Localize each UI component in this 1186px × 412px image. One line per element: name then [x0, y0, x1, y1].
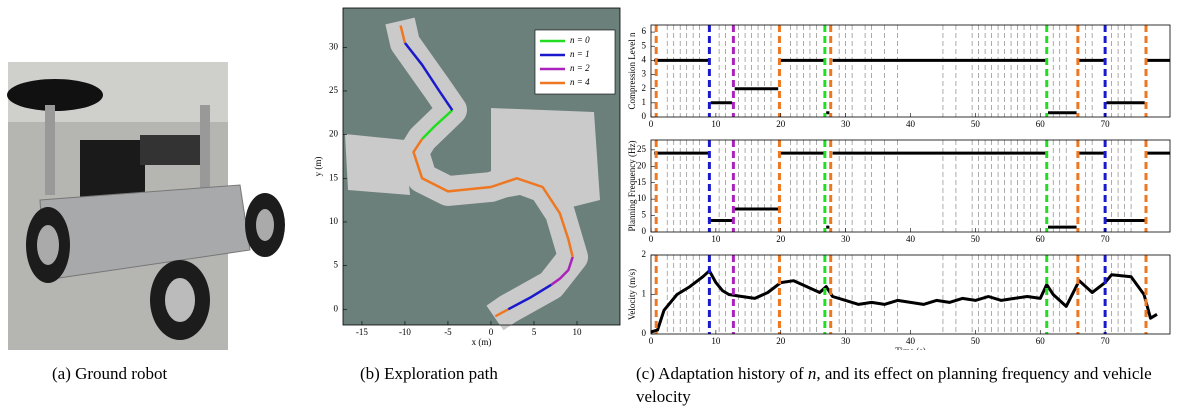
- y-axis-label: Velocity (m/s): [627, 269, 637, 320]
- map-free: [345, 134, 410, 195]
- x-tick-label: 60: [1036, 234, 1046, 244]
- x-tick-label: 50: [971, 119, 981, 129]
- x-tick-label: 20: [776, 119, 786, 129]
- caption-text: (c) Adaptation history of: [636, 364, 808, 383]
- x-tick-label: 40: [906, 234, 916, 244]
- x-axis-label: Time (s): [895, 346, 925, 350]
- y-tick-label: 6: [642, 26, 647, 36]
- caption: (c) Adaptation history of n, and its eff…: [636, 362, 1181, 408]
- robot-hub: [256, 209, 274, 241]
- y-tick-label: 0: [334, 303, 339, 313]
- y-tick-label: 30: [329, 41, 339, 51]
- x-tick-label: 5: [532, 327, 537, 337]
- y-tick-label: 15: [637, 177, 647, 187]
- x-tick-label: -5: [444, 327, 452, 337]
- x-tick-label: 10: [572, 327, 582, 337]
- x-tick-label: 0: [649, 119, 654, 129]
- y-tick-label: 2: [642, 83, 647, 93]
- x-tick-label: 60: [1036, 336, 1046, 346]
- x-tick-label: 40: [906, 119, 916, 129]
- y-tick-label: 20: [637, 160, 647, 170]
- x-tick-label: 30: [841, 119, 851, 129]
- y-tick-label: 0: [642, 111, 647, 121]
- legend-label: n = 1: [570, 49, 590, 59]
- x-tick-label: 20: [776, 234, 786, 244]
- x-tick-label: 50: [971, 336, 981, 346]
- y-tick-label: 10: [637, 193, 647, 203]
- x-tick-label: 10: [711, 234, 721, 244]
- x-tick-label: 70: [1101, 119, 1111, 129]
- x-tick-label: 0: [649, 336, 654, 346]
- x-tick-label: 30: [841, 234, 851, 244]
- x-tick-label: -15: [356, 327, 368, 337]
- x-tick-label: 30: [841, 336, 851, 346]
- x-tick-label: 70: [1101, 234, 1111, 244]
- y-tick-label: 15: [329, 172, 339, 182]
- robot-post: [200, 105, 210, 195]
- legend-label: n = 2: [570, 63, 590, 73]
- x-tick-label: 10: [711, 119, 721, 129]
- y-tick-label: 3: [642, 69, 647, 79]
- y-axis-label: Planning Frequency (Hz): [627, 141, 637, 232]
- robot-photo: [7, 62, 285, 350]
- y-tick-label: 10: [329, 216, 339, 226]
- robot-laptop: [140, 135, 200, 165]
- legend-label: n = 4: [570, 77, 590, 87]
- y-tick-label: 5: [642, 40, 647, 50]
- y-tick-label: 5: [334, 260, 339, 270]
- caption: (b) Exploration path: [360, 362, 498, 385]
- y-tick-label: 20: [329, 129, 339, 139]
- y-tick-label: 25: [329, 85, 339, 95]
- y-tick-label: 1: [642, 289, 647, 299]
- x-tick-label: 10: [711, 336, 721, 346]
- page: {"chart_data": [ {"type": "line", "x_lab…: [0, 0, 1186, 412]
- y-tick-label: 4: [642, 54, 647, 64]
- robot-post: [45, 105, 55, 195]
- y-axis-label: Compression Level n: [627, 32, 637, 109]
- y-tick-label: 2: [642, 249, 647, 259]
- y-tick-label: 0: [642, 226, 647, 236]
- caption: (a) Ground robot: [52, 362, 167, 385]
- page-body: -15-10-50510051015202530x (m)y (m)n = 0n…: [0, 0, 1186, 412]
- y-axis-label: y (m): [313, 157, 323, 177]
- y-tick-label: 1: [642, 97, 647, 107]
- robot-hub: [165, 278, 195, 322]
- x-tick-label: 0: [489, 327, 494, 337]
- y-tick-label: 0: [642, 328, 647, 338]
- y-tick-label: 25: [637, 144, 647, 154]
- x-axis-label: x (m): [472, 337, 492, 347]
- y-tick-label: 5: [642, 210, 647, 220]
- x-tick-label: 60: [1036, 119, 1046, 129]
- x-tick-label: 50: [971, 234, 981, 244]
- x-tick-label: 70: [1101, 336, 1111, 346]
- robot-hub: [37, 225, 59, 265]
- x-tick-label: -10: [399, 327, 411, 337]
- x-tick-label: 40: [906, 336, 916, 346]
- legend-label: n = 0: [570, 35, 590, 45]
- robot-computer: [80, 140, 145, 200]
- x-tick-label: 20: [776, 336, 786, 346]
- x-tick-label: 0: [649, 234, 654, 244]
